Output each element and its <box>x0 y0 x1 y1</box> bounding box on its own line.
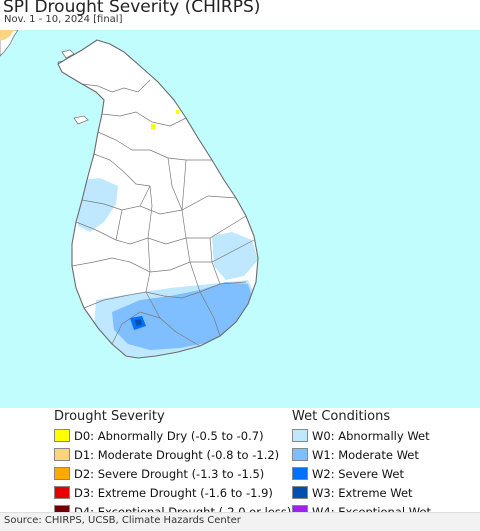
d3-swatch <box>54 486 70 499</box>
w1-south-patch <box>112 282 254 350</box>
drought-legend-heading: Drought Severity <box>54 409 165 424</box>
w3-spot <box>135 319 142 326</box>
legend-item-w3: W3: Extreme Wet <box>292 483 480 502</box>
legend-item-w0: W0: Abnormally Wet <box>292 426 480 445</box>
legend-item-w2: W2: Severe Wet <box>292 464 480 483</box>
w0-west-patch <box>76 178 118 232</box>
w0-label: W0: Abnormally Wet <box>312 428 430 443</box>
d0-speck-northeast <box>176 110 179 114</box>
d1-label: D1: Moderate Drought (-0.8 to -1.2) <box>74 447 280 462</box>
source-footer: Source: CHIRPS, UCSB, Climate Hazards Ce… <box>0 512 480 531</box>
d2-swatch <box>54 467 70 480</box>
map-title: SPI Drought Severity (CHIRPS) <box>3 0 261 17</box>
sri-lanka-landmass <box>58 40 258 358</box>
legend-item-w1: W1: Moderate Wet <box>292 445 480 464</box>
d2-label: D2: Severe Drought (-1.3 to -1.5) <box>74 466 265 481</box>
map-svg <box>0 30 259 359</box>
d0-speck-north <box>151 124 155 129</box>
drought-legend: Drought Severity D0: Abnormally Dry (-0.… <box>54 408 291 521</box>
w2-swatch <box>292 467 308 480</box>
district-boundaries <box>71 79 255 347</box>
w0-swatch <box>292 429 308 442</box>
w3-label: W3: Extreme Wet <box>312 485 413 500</box>
w3-swatch <box>292 486 308 499</box>
d3-label: D3: Extreme Drought (-1.6 to -1.9) <box>74 485 273 500</box>
map-subtitle: Nov. 1 - 10, 2024 [final] <box>4 14 123 25</box>
wet-legend: Wet Conditions W0: Abnormally Wet W1: Mo… <box>292 408 480 521</box>
map-panel <box>0 30 480 408</box>
legend-item-d3: D3: Extreme Drought (-1.6 to -1.9) <box>54 483 284 502</box>
w1-swatch <box>292 448 308 461</box>
d0-swatch <box>54 429 70 442</box>
legend-item-d0: D0: Abnormally Dry (-0.5 to -0.7) <box>54 426 284 445</box>
w1-label: W1: Moderate Wet <box>312 447 419 462</box>
legend-item-d2: D2: Severe Drought (-1.3 to -1.5) <box>54 464 284 483</box>
source-text: Source: CHIRPS, UCSB, Climate Hazards Ce… <box>4 515 241 526</box>
mannar-island <box>73 115 89 125</box>
india-dry-patch <box>0 30 14 40</box>
w2-label: W2: Severe Wet <box>312 466 404 481</box>
wet-legend-heading: Wet Conditions <box>292 409 391 424</box>
legend-item-d1: D1: Moderate Drought (-0.8 to -1.2) <box>54 445 284 464</box>
d1-swatch <box>54 448 70 461</box>
d0-label: D0: Abnormally Dry (-0.5 to -0.7) <box>74 428 264 443</box>
